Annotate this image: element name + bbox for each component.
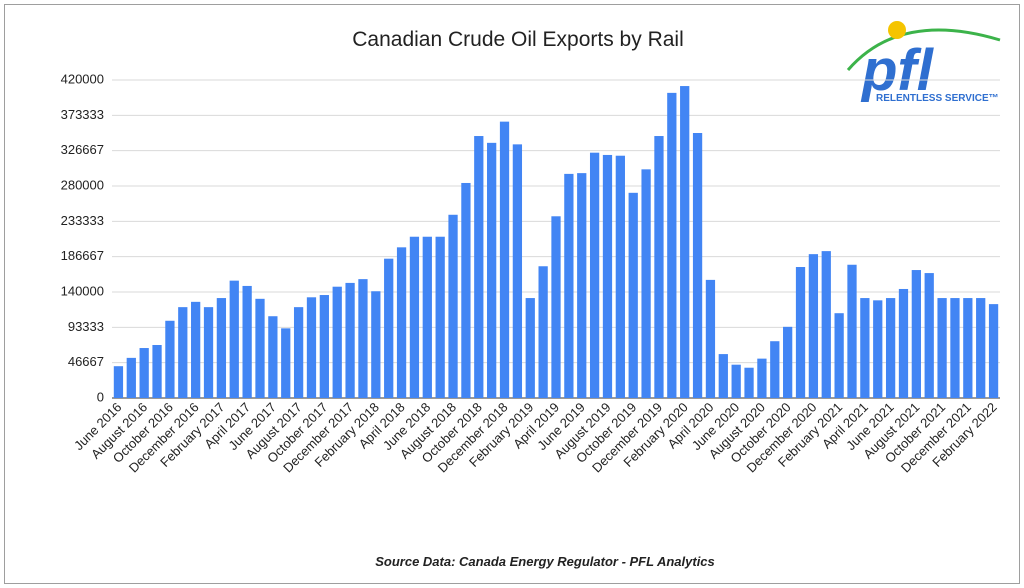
bar xyxy=(873,300,883,398)
y-tick-label: 233333 xyxy=(61,213,104,228)
bar xyxy=(976,298,986,398)
bar xyxy=(461,182,471,398)
bar xyxy=(911,270,921,398)
bar xyxy=(744,367,754,398)
bar xyxy=(255,298,265,398)
bar xyxy=(692,133,703,398)
bar xyxy=(602,154,613,398)
bar xyxy=(281,328,291,398)
bar xyxy=(358,279,368,398)
bar xyxy=(396,247,407,398)
bar xyxy=(847,264,857,398)
logo-arc xyxy=(846,28,1001,71)
bar xyxy=(731,364,741,398)
bar xyxy=(229,280,239,398)
bar xyxy=(371,291,381,398)
bar xyxy=(937,298,947,398)
bar xyxy=(332,286,342,398)
y-tick-label: 280000 xyxy=(61,177,104,192)
bar xyxy=(924,273,934,398)
bar xyxy=(718,354,728,398)
logo: pfl RELENTLESS SERVICE™ xyxy=(846,21,1001,104)
source-note: Source Data: Canada Energy Regulator - P… xyxy=(375,554,715,569)
bar xyxy=(757,358,767,398)
bar xyxy=(898,288,909,398)
bar xyxy=(628,192,638,398)
bar xyxy=(860,298,870,398)
bar xyxy=(512,144,523,398)
bar xyxy=(641,169,651,398)
bar xyxy=(345,282,355,398)
bar xyxy=(435,236,445,398)
bar xyxy=(615,155,625,398)
bar xyxy=(950,298,960,398)
bar xyxy=(306,297,317,398)
y-tick-label: 93333 xyxy=(68,319,104,334)
logo-tagline: RELENTLESS SERVICE™ xyxy=(876,93,999,104)
y-tick-label: 373333 xyxy=(61,107,104,122)
bar xyxy=(654,136,664,398)
bar xyxy=(525,298,535,398)
bar xyxy=(139,348,149,398)
bar xyxy=(178,307,188,398)
y-tick-label: 326667 xyxy=(61,142,104,157)
y-tick-label: 46667 xyxy=(68,354,104,369)
y-tick-label: 420000 xyxy=(61,71,104,86)
bar xyxy=(551,216,561,398)
bar xyxy=(564,173,574,398)
bar xyxy=(538,266,548,398)
bar xyxy=(152,345,162,398)
bar xyxy=(422,236,432,398)
chart-title: Canadian Crude Oil Exports by Rail xyxy=(352,28,684,51)
bar xyxy=(770,341,780,398)
y-tick-label: 140000 xyxy=(61,283,104,298)
bar xyxy=(203,307,214,398)
bar xyxy=(499,121,510,399)
bar xyxy=(834,313,844,398)
bar xyxy=(191,301,201,398)
bar xyxy=(680,86,690,399)
logo-text: pfl xyxy=(860,38,935,103)
bar xyxy=(988,304,999,398)
bar xyxy=(384,258,394,398)
y-tick-label: 186667 xyxy=(61,248,104,263)
bar xyxy=(319,295,329,398)
bar xyxy=(126,357,136,398)
bar xyxy=(216,298,227,398)
bar xyxy=(705,279,716,398)
bar xyxy=(963,298,973,398)
bar xyxy=(113,366,124,398)
bar xyxy=(589,152,600,398)
bar xyxy=(293,307,304,398)
bar xyxy=(242,285,252,398)
bar xyxy=(448,214,458,398)
bar xyxy=(885,298,896,398)
y-tick-label: 0 xyxy=(97,389,104,404)
bar xyxy=(474,136,484,398)
bar xyxy=(667,92,677,398)
bar xyxy=(268,316,278,398)
bar xyxy=(795,267,806,398)
bar xyxy=(577,173,587,398)
logo-sun xyxy=(888,21,906,39)
bar xyxy=(165,320,175,398)
bar xyxy=(409,236,420,398)
bar xyxy=(783,326,793,398)
bar xyxy=(821,251,831,398)
bar xyxy=(487,142,497,398)
bar xyxy=(808,254,819,398)
